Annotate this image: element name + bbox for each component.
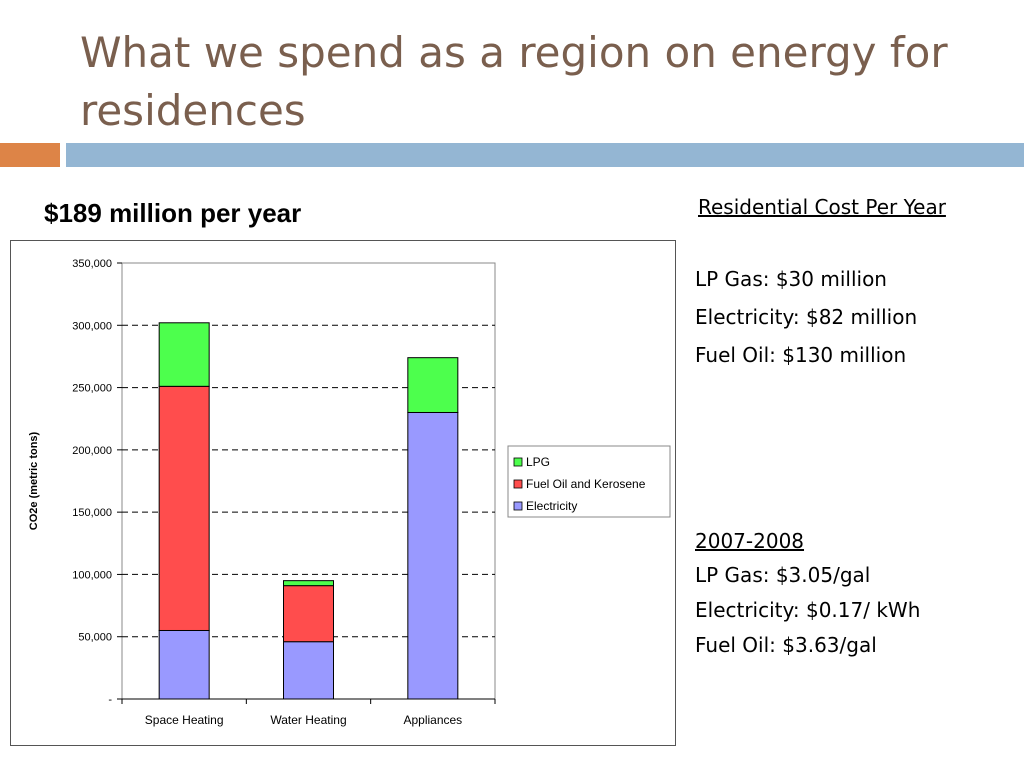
legend — [507, 445, 671, 518]
cost-item-electricity: Electricity: $82 million — [695, 305, 918, 329]
y-tick-label: 300,000 — [72, 320, 112, 332]
bar-lpg — [283, 580, 334, 587]
x-tick-label: Water Heating — [270, 713, 346, 727]
y-tick-label: 350,000 — [72, 258, 112, 270]
legend-label: LPG — [526, 455, 550, 469]
legend-swatch — [513, 457, 523, 467]
cost-item-lp-gas: LP Gas: $30 million — [695, 267, 887, 291]
legend-label: Fuel Oil and Kerosene — [526, 477, 646, 491]
price-item-lp-gas: LP Gas: $3.05/gal — [695, 563, 871, 587]
y-tick-label: 150,000 — [72, 507, 112, 519]
price-item-fuel-oil: Fuel Oil: $3.63/gal — [695, 633, 877, 657]
y-tick-label: 200,000 — [72, 445, 112, 457]
title-accent-orange — [0, 143, 60, 167]
bar-electricity — [407, 411, 459, 700]
stacked-bar-chart: - 50,000 100,000 150,000 200,000 250,000 300,0… — [28, 258, 671, 727]
legend-swatch — [513, 501, 523, 511]
y-tick-label: 100,000 — [72, 569, 112, 581]
y-tick-label: 50,000 — [78, 632, 112, 644]
chart-frame: - 50,000 100,000 150,000 200,000 250,000 300,0… — [10, 240, 676, 746]
x-tick-label: Space Heating — [145, 713, 224, 727]
cost-summary-title: Residential Cost Per Year — [698, 195, 946, 219]
legend-label: Electricity — [526, 499, 577, 513]
bar-lpg — [158, 322, 210, 387]
bar-electricity — [283, 641, 334, 700]
bar-fuel-oil-and-kerosene — [158, 385, 210, 631]
slide-title: What we spend as a region on energy for … — [80, 28, 948, 135]
bar-electricity — [158, 629, 210, 700]
cost-item-fuel-oil: Fuel Oil: $130 million — [695, 343, 907, 367]
x-tick-label: Appliances — [403, 713, 462, 727]
headline: $189 million per year — [44, 198, 302, 228]
bar-lpg — [407, 357, 459, 413]
price-period-title: 2007-2008 — [695, 529, 805, 553]
cost-summary-list: LP Gas: $30 million Electricity: $82 mil… — [695, 260, 917, 374]
price-list: LP Gas: $3.05/gal Electricity: $0.17/ kW… — [695, 558, 920, 663]
y-tick-label: - — [108, 694, 112, 706]
price-item-electricity: Electricity: $0.17/ kWh — [695, 598, 921, 622]
legend-swatch — [513, 479, 523, 489]
y-tick-label: 250,000 — [72, 383, 112, 395]
title-accent-blue — [66, 143, 1024, 167]
bar-fuel-oil-and-kerosene — [283, 585, 334, 643]
y-axis-label: CO2e (metric tons) — [28, 431, 40, 530]
